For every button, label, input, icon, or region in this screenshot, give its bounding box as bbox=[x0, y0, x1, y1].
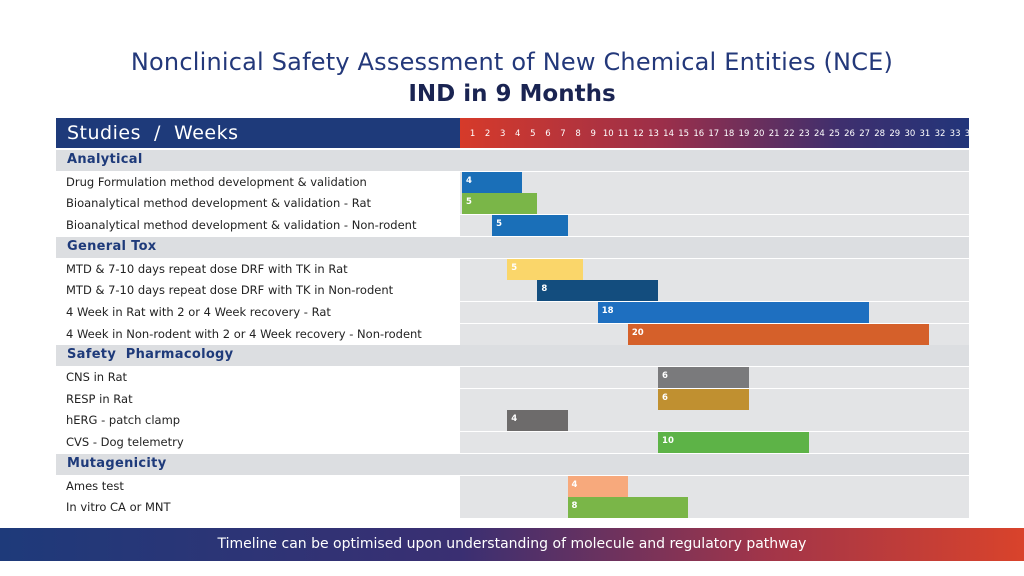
category-label: Mutagenicity bbox=[67, 455, 167, 471]
task-label: Bioanalytical method development & valid… bbox=[66, 196, 372, 211]
week-tick-label: 11 bbox=[617, 129, 629, 139]
footer-banner: Timeline can be optimised upon understan… bbox=[0, 528, 1024, 561]
category-label: Analytical bbox=[67, 152, 143, 167]
task-label: 4 Week in Rat with 2 or 4 Week recovery … bbox=[66, 304, 331, 319]
week-tick-label: 25 bbox=[829, 129, 840, 139]
week-tick-label: 3 bbox=[499, 129, 506, 139]
gantt-bar: 5 bbox=[492, 215, 568, 237]
weeks-axis-header: 1 2 3 4 5 6 7 8 9 10 11 12 13 14 15 16 17 18 19 20 21 22 23 24 2… bbox=[460, 118, 1006, 148]
category-row: Safety Pharmacology bbox=[56, 345, 969, 367]
category-label: General Tox bbox=[67, 238, 157, 254]
bar-duration-label: 5 bbox=[496, 219, 503, 230]
week-tick-label: 23 bbox=[798, 129, 810, 139]
gantt-bar: 4 bbox=[567, 475, 628, 497]
bar-duration-label: 8 bbox=[541, 284, 548, 295]
bar-duration-label: 6 bbox=[662, 392, 668, 403]
week-tick-label: 24 bbox=[813, 129, 825, 139]
task-track bbox=[460, 215, 969, 237]
task-label: Drug Formulation method development & va… bbox=[66, 174, 367, 189]
task-label: In vitro CA or MNT bbox=[66, 500, 171, 515]
category-label: Safety Pharmacology bbox=[67, 347, 234, 363]
task-label: Ames test bbox=[66, 478, 124, 493]
gantt-bar: 8 bbox=[567, 497, 689, 519]
week-tick-label: 20 bbox=[753, 129, 765, 139]
bar-duration-label: 20 bbox=[631, 327, 644, 338]
bar-duration-label: 5 bbox=[466, 197, 472, 208]
week-tick-label: 33 bbox=[949, 129, 961, 139]
task-track bbox=[460, 280, 969, 302]
week-tick-label: 34 bbox=[964, 129, 976, 139]
week-tick-label: 19 bbox=[738, 129, 750, 139]
bar-duration-label: 4 bbox=[511, 414, 518, 425]
bar-duration-label: 4 bbox=[466, 175, 472, 186]
week-tick-label: 17 bbox=[708, 129, 720, 139]
task-label: hERG - patch clamp bbox=[66, 413, 181, 428]
chart-title: Nonclinical Safety Assessment of New Che… bbox=[130, 48, 894, 76]
week-tick-label: 15 bbox=[678, 129, 690, 139]
bar-duration-label: 18 bbox=[601, 305, 614, 316]
week-tick-label: 1 bbox=[469, 129, 476, 139]
task-label: MTD & 7-10 days repeat dose DRF with TK … bbox=[66, 261, 348, 276]
task-track bbox=[460, 475, 969, 497]
task-label: RESP in Rat bbox=[66, 391, 133, 406]
week-tick-label: 31 bbox=[919, 129, 931, 139]
week-tick-label: 35 bbox=[979, 129, 991, 139]
bar-duration-label: 10 bbox=[662, 436, 674, 447]
category-row: Mutagenicity bbox=[56, 453, 969, 475]
week-tick-label: 18 bbox=[723, 129, 735, 139]
week-tick-label: 36 bbox=[994, 129, 1006, 139]
week-tick-label: 26 bbox=[844, 129, 855, 139]
week-tick-label: 21 bbox=[768, 129, 780, 139]
gantt-bar: 10 bbox=[658, 432, 809, 454]
gantt-bar: 6 bbox=[658, 367, 749, 388]
gantt-bar: 8 bbox=[537, 280, 659, 302]
week-tick-label: 10 bbox=[602, 129, 614, 139]
gantt-bar: 4 bbox=[462, 171, 523, 193]
gantt-bar: 20 bbox=[627, 323, 930, 345]
task-label: CNS in Rat bbox=[66, 370, 128, 384]
bar-duration-label: 8 bbox=[571, 501, 578, 512]
week-tick-label: 32 bbox=[934, 129, 946, 139]
gantt-bar: 18 bbox=[597, 301, 870, 323]
task-label: 4 Week in Non-rodent with 2 or 4 Week re… bbox=[66, 326, 422, 341]
task-label: MTD & 7-10 days repeat dose DRF with TK … bbox=[66, 283, 394, 298]
task-label: Bioanalytical method development & valid… bbox=[66, 218, 417, 233]
category-row: Analytical bbox=[56, 150, 969, 171]
week-tick-label: 4 bbox=[515, 129, 521, 139]
week-tick-label: 5 bbox=[530, 129, 536, 139]
week-tick-label: 8 bbox=[575, 129, 581, 139]
week-tick-label: 14 bbox=[663, 129, 674, 139]
week-tick-label: 9 bbox=[590, 129, 596, 139]
task-track bbox=[460, 497, 969, 519]
week-tick-label: 27 bbox=[859, 129, 871, 139]
gantt-bar: 4 bbox=[507, 410, 568, 432]
week-tick-label: 16 bbox=[693, 129, 705, 139]
gantt-bar: 6 bbox=[658, 388, 749, 410]
studies-weeks-header: Studies / Weeks bbox=[56, 118, 460, 148]
week-tick-label: 6 bbox=[545, 129, 551, 139]
week-tick-label: 29 bbox=[889, 129, 901, 139]
footer-text: Timeline can be optimised upon understan… bbox=[217, 536, 807, 552]
week-tick-label: 28 bbox=[874, 129, 886, 139]
task-track bbox=[460, 171, 969, 193]
week-tick-label: 12 bbox=[632, 129, 644, 139]
task-track bbox=[460, 410, 969, 432]
gantt-bar: 5 bbox=[507, 258, 583, 280]
task-track bbox=[460, 193, 969, 215]
task-track bbox=[460, 258, 969, 280]
week-tick-label: 7 bbox=[560, 129, 566, 139]
task-label: CVS - Dog telemetry bbox=[66, 435, 184, 450]
category-row: General Tox bbox=[56, 236, 969, 258]
week-tick-label: 30 bbox=[904, 129, 916, 139]
bar-duration-label: 5 bbox=[511, 262, 518, 273]
week-tick-label: 13 bbox=[648, 129, 659, 139]
week-tick-label: 2 bbox=[484, 129, 491, 139]
chart-subtitle: IND in 9 Months bbox=[408, 81, 616, 107]
bar-duration-label: 4 bbox=[571, 479, 578, 490]
gantt-bar: 5 bbox=[462, 193, 538, 215]
bar-duration-label: 6 bbox=[662, 371, 668, 381]
week-tick-label: 22 bbox=[783, 129, 795, 139]
